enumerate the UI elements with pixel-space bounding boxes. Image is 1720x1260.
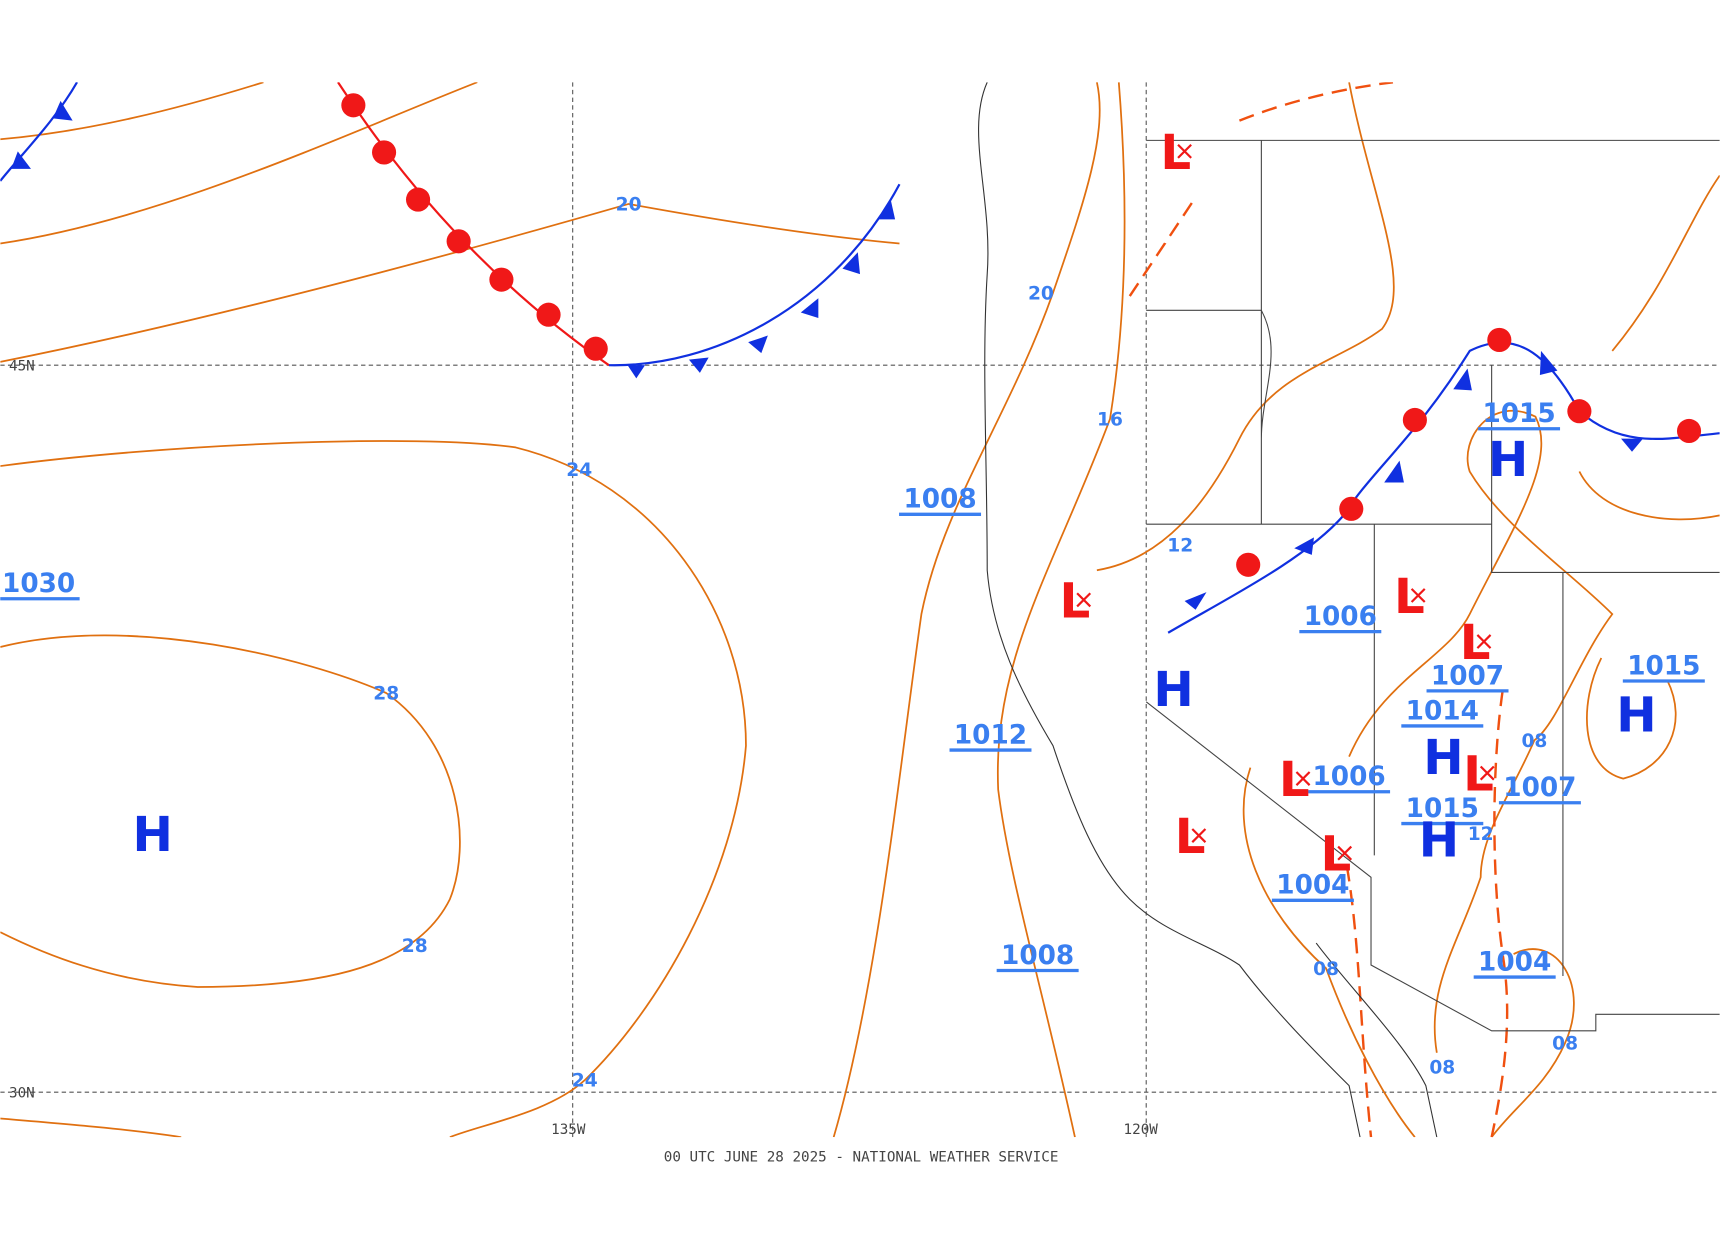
pressure-center: 1015 — [1482, 399, 1555, 429]
front-barb — [11, 151, 31, 169]
isobar — [0, 634, 461, 988]
isobar — [996, 82, 1126, 1138]
cold-front — [608, 183, 901, 367]
isobar — [0, 203, 900, 363]
pressure-center: 1007 — [1431, 661, 1504, 691]
isobar-label: 08 — [1429, 1058, 1455, 1079]
isobar-label: 24 — [566, 460, 592, 481]
isobar — [832, 82, 1101, 1138]
cold-front — [0, 82, 78, 182]
fronts — [0, 82, 1720, 634]
isobar-label: 08 — [1552, 1033, 1578, 1054]
low-mark — [1177, 143, 1192, 159]
low-mark — [1410, 588, 1426, 603]
isobar-label: 24 — [572, 1071, 598, 1092]
isobar-label: 28 — [373, 684, 399, 705]
isobar — [1096, 82, 1395, 572]
trough — [1490, 690, 1509, 1138]
high-center: H — [1488, 432, 1528, 488]
trough — [1345, 866, 1373, 1138]
isobar-label: 20 — [1028, 283, 1054, 304]
isobar-label: 12 — [1167, 536, 1193, 557]
pressure-center: 1004 — [1478, 947, 1551, 977]
pressure-center: 1012 — [954, 720, 1027, 750]
warm-front — [337, 82, 610, 367]
isobar — [0, 440, 747, 1138]
low-mark — [1295, 771, 1311, 786]
low-mark — [1479, 765, 1495, 781]
high-center: H — [132, 807, 172, 863]
isobar — [0, 82, 264, 141]
isobar — [1242, 767, 1416, 1138]
isobar — [1348, 409, 1614, 1053]
low-mark — [1337, 845, 1353, 861]
isobar — [1611, 174, 1720, 352]
isobars — [0, 82, 1720, 1138]
latitude-label: 30N — [9, 1086, 35, 1102]
front-barb — [52, 100, 73, 121]
latitude-label: 45N — [9, 359, 35, 375]
caption: 00 UTC JUNE 28 2025 - NATIONAL WEATHER S… — [664, 1149, 1059, 1165]
isobar-label: 28 — [402, 936, 428, 957]
isobar-label: 08 — [1521, 731, 1547, 752]
low-mark — [1076, 592, 1092, 608]
warm-bumps — [341, 93, 1702, 577]
isobar-label: 16 — [1097, 409, 1123, 430]
stationary-front — [1167, 341, 1720, 634]
isobar-label: 20 — [616, 195, 642, 216]
pressure-center: 1006 — [1312, 762, 1385, 792]
high-center: H — [1419, 812, 1459, 868]
pressure-center: 1008 — [903, 485, 976, 515]
trough — [1238, 82, 1394, 122]
isobar — [1490, 948, 1575, 1138]
high-center: H — [1423, 730, 1463, 786]
low-mark — [1191, 828, 1207, 843]
pressure-center: 1030 — [2, 569, 75, 599]
pressure-center: 1015 — [1406, 794, 1479, 824]
high-center: H — [1616, 687, 1656, 743]
low-mark — [1476, 634, 1492, 649]
labels: 1030 1008 1012 1008 1006 1006 1004 1015 1007 1014… — [0, 125, 1705, 1092]
isobar-label: 08 — [1313, 959, 1339, 980]
longitude-label: 120W — [1124, 1122, 1159, 1138]
state-borders — [1145, 139, 1720, 1032]
pressure-center: 1004 — [1276, 871, 1349, 901]
longitude-label: 135W — [551, 1122, 586, 1138]
isobar — [1586, 657, 1677, 780]
pressure-center: 1008 — [1001, 941, 1074, 971]
trough — [1128, 196, 1197, 297]
isobar-label: 12 — [1468, 824, 1494, 845]
pressure-center: 1006 — [1304, 602, 1377, 632]
coastline — [978, 82, 1438, 1138]
isobar — [1578, 471, 1720, 521]
troughs — [1128, 82, 1509, 1138]
isobar — [0, 1117, 182, 1138]
map-body: 1030 1008 1012 1008 1006 1006 1004 1015 1007 1014… — [0, 82, 1720, 1138]
borders — [978, 82, 1720, 1138]
isobar — [0, 82, 478, 245]
pressure-center: 1015 — [1627, 651, 1700, 681]
pressure-center: 1007 — [1503, 773, 1576, 803]
pressure-center: 1014 — [1406, 696, 1479, 726]
high-center: H — [1153, 662, 1193, 718]
cold-barbs — [627, 199, 1643, 610]
